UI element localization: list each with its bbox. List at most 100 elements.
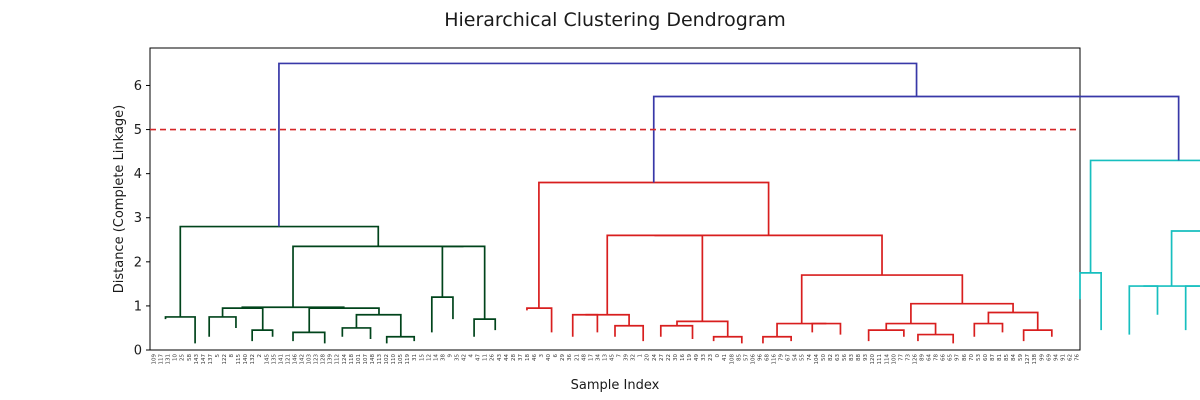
leaf-label: 16 [680,354,686,361]
leaf-label: 81 [997,354,1003,361]
chart-title: Hierarchical Clustering Dendrogram [444,9,786,31]
dendrogram-link [385,335,416,344]
dendrogram-link [221,307,264,331]
dendrogram-link [910,302,1014,324]
leaf-label: 143 [194,354,200,365]
dendrogram-link [441,245,486,320]
leaf-label: 108 [729,354,735,365]
leaf-label: 76 [1074,354,1080,361]
leaf-label: 140 [243,354,249,365]
dendrogram-link [654,234,883,276]
leaf-label: 87 [990,354,996,361]
leaf-label: 128 [321,354,327,365]
leaf-labels: 109 117 131 10 25 58 143 147 137 5 122 8 115 140 132 2 1… [152,354,1081,365]
dendrogram-link [526,307,553,333]
dendrogram-link [308,307,380,333]
leaf-label: 62 [1067,354,1073,361]
dendrogram-link [676,320,729,337]
leaf-label: 135 [271,354,277,365]
dendrogram-link [341,327,372,339]
leaf-label: 35 [454,354,460,361]
leaf-label: 104 [814,354,820,365]
dendrogram-link [292,331,326,344]
leaf-label: 99 [1039,354,1045,361]
leaf-label: 34 [595,354,601,361]
leaf-label: 24 [652,354,658,361]
leaf-label: 103 [307,354,313,365]
leaf-label: 40 [546,354,552,361]
leaf-label: 58 [187,354,193,361]
dendrogram-links [164,62,1200,344]
leaf-label: 45 [609,354,615,361]
dendrogram-link [652,95,1180,183]
leaf-label: 18 [525,354,531,361]
dendrogram-link [241,306,345,309]
leaf-label: 8 [229,354,235,358]
leaf-label: 126 [912,354,918,365]
leaf-label: 50 [821,354,827,361]
leaf-label: 105 [398,354,404,365]
dendrogram-link [355,313,402,337]
leaf-label: 27 [659,354,665,361]
dendrogram-link [278,62,918,227]
leaf-label: 30 [673,354,679,361]
leaf-label: 66 [941,354,947,361]
leaf-label: 37 [518,354,524,361]
leaf-label: 86 [962,354,968,361]
leaf-label: 10 [173,354,179,361]
leaf-label: 73 [905,354,911,361]
leaf-label: 137 [208,354,214,365]
leaf-label: 124 [342,354,348,365]
leaf-label: 12 [426,354,432,361]
leaf-label: 82 [828,354,834,361]
leaf-label: 7 [617,354,623,358]
leaf-label: 11 [483,354,489,361]
leaf-label: 142 [299,354,305,365]
leaf-label: 78 [934,354,940,361]
leaf-label: 122 [222,354,228,365]
leaf-label: 32 [631,354,637,361]
dendrogram-link [987,311,1039,331]
dendrogram-link [164,316,196,344]
leaf-label: 63 [835,354,841,361]
leaf-label: 100 [891,354,897,365]
leaf-label: 123 [314,354,320,365]
leaf-label: 55 [800,354,806,361]
leaf-label: 84 [1011,354,1017,361]
leaf-label: 83 [849,354,855,361]
dendrogram-link [762,335,792,344]
leaf-label: 59 [1018,354,1024,361]
leaf-label: 120 [870,354,876,365]
leaf-label: 14 [433,354,439,361]
dendrogram-link [712,335,743,344]
leaf-label: 38 [440,354,446,361]
dendrogram-link [1022,329,1053,342]
dendrogram-link [430,296,454,333]
leaf-label: 131 [166,354,172,365]
leaf-label: 25 [180,354,186,361]
leaf-label: 5 [215,354,221,358]
leaf-label: 74 [807,354,813,361]
leaf-label: 148 [370,354,376,365]
dendrogram-link [811,322,842,335]
dendrogram-link [917,333,955,344]
leaf-label: 17 [588,354,594,361]
leaf-label: 79 [779,354,785,361]
leaf-label: 26 [490,354,496,361]
leaf-label: 42 [462,354,468,361]
leaf-label: 15 [419,354,425,361]
leaf-label: 106 [750,354,756,365]
dendrogram-link [659,324,694,339]
leaf-label: 113 [377,354,383,365]
leaf-label: 6 [553,354,559,358]
y-tick-label: 2 [134,255,142,270]
leaf-label: 47 [476,354,482,361]
y-tick-label: 4 [134,167,142,182]
leaf-label: 21 [574,354,580,361]
y-tick-label: 5 [134,123,142,138]
dendrogram-link [585,313,630,326]
dendrogram-link [179,225,380,317]
leaf-label: 20 [645,354,651,361]
